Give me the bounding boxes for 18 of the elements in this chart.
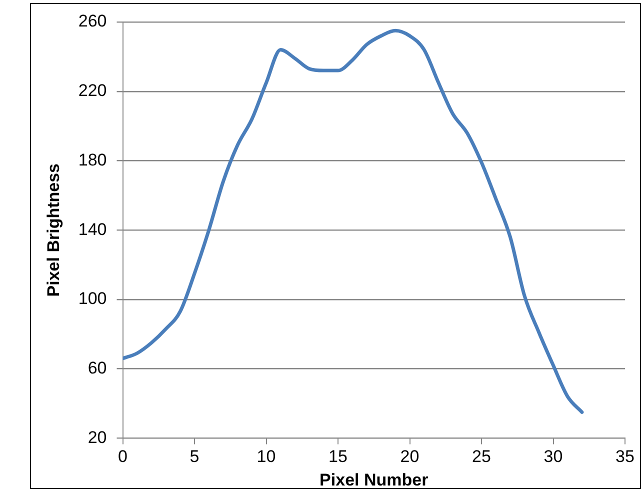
y-tick-label: 260 xyxy=(78,12,107,31)
y-tick-label: 220 xyxy=(78,81,107,100)
x-tick-label: 30 xyxy=(544,447,563,466)
line-series xyxy=(122,28,584,414)
y-tick-label: 180 xyxy=(78,150,107,170)
x-tick-label: 10 xyxy=(256,447,276,466)
x-tick-label: 35 xyxy=(616,447,634,466)
x-axis-title: Pixel Number xyxy=(320,470,429,490)
y-axis-title: Pixel Brightness xyxy=(44,163,63,297)
x-tick-label: 20 xyxy=(400,447,420,466)
x-tick-label: 15 xyxy=(328,447,348,466)
x-tick-label: 5 xyxy=(190,447,200,466)
x-tick-label: 0 xyxy=(118,447,128,466)
y-tick-label: 20 xyxy=(88,428,107,447)
x-tick-label: 25 xyxy=(472,447,491,466)
y-tick-label: 140 xyxy=(78,220,107,239)
y-tick-label: 60 xyxy=(88,358,107,378)
y-tick-label: 100 xyxy=(78,289,107,308)
